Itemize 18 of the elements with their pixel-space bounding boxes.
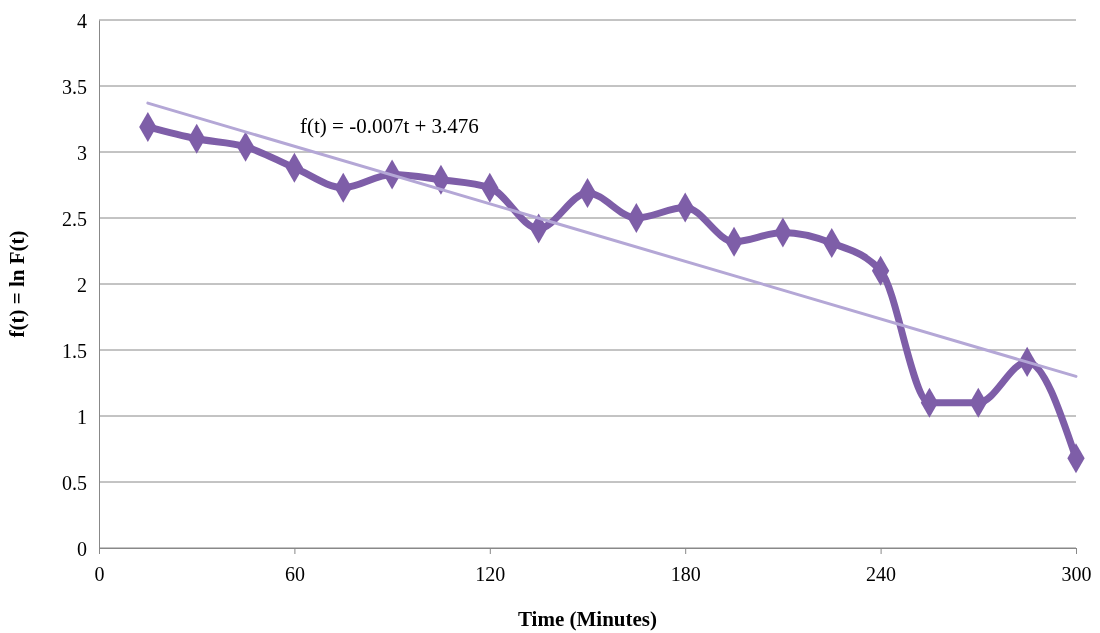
y-axis-title: f(t) = ln F(t) <box>5 230 29 338</box>
y-tick-label: 1 <box>77 405 87 428</box>
y-tick-label: 3.5 <box>62 75 87 98</box>
y-tick-label: 4 <box>77 9 87 32</box>
x-tick-label: 0 <box>94 563 105 585</box>
annotation: f(t) = -0.007t + 3.476 <box>300 114 479 138</box>
x-tick-label: 300 <box>1061 563 1092 585</box>
y-tick-label: 2.5 <box>62 207 87 230</box>
y-tick-label: 3 <box>77 141 87 164</box>
y-tick-label: 0.5 <box>62 471 87 494</box>
y-tick-label: 1.5 <box>62 339 87 362</box>
x-tick-label: 60 <box>284 563 305 585</box>
x-tick-label: 180 <box>670 563 701 585</box>
x-tick-label: 120 <box>475 563 506 585</box>
y-tick-label: 0 <box>77 537 87 560</box>
y-tick-label: 2 <box>77 273 87 296</box>
x-tick-label: 240 <box>866 563 897 585</box>
x-axis-title: Time (Minutes) <box>517 607 658 631</box>
